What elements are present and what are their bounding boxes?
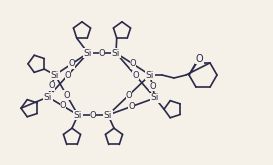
Text: O: O bbox=[60, 101, 66, 111]
Text: O: O bbox=[130, 60, 136, 68]
Text: O: O bbox=[132, 71, 139, 80]
Text: O: O bbox=[128, 102, 135, 111]
Text: Si: Si bbox=[84, 49, 92, 57]
Text: O: O bbox=[196, 54, 203, 64]
Text: O: O bbox=[65, 70, 71, 80]
Text: Si: Si bbox=[112, 49, 120, 57]
Text: Si: Si bbox=[74, 111, 82, 119]
Text: Si: Si bbox=[44, 93, 52, 101]
Text: O: O bbox=[63, 90, 70, 99]
Text: Si: Si bbox=[104, 111, 112, 119]
Text: O: O bbox=[48, 82, 55, 90]
Text: O: O bbox=[126, 90, 132, 99]
Text: Si: Si bbox=[51, 70, 59, 80]
Text: Si: Si bbox=[151, 94, 159, 102]
Text: O: O bbox=[99, 49, 105, 57]
Text: O: O bbox=[90, 111, 96, 119]
Text: O: O bbox=[149, 82, 156, 91]
Text: Si: Si bbox=[146, 70, 154, 80]
Text: O: O bbox=[68, 60, 75, 68]
